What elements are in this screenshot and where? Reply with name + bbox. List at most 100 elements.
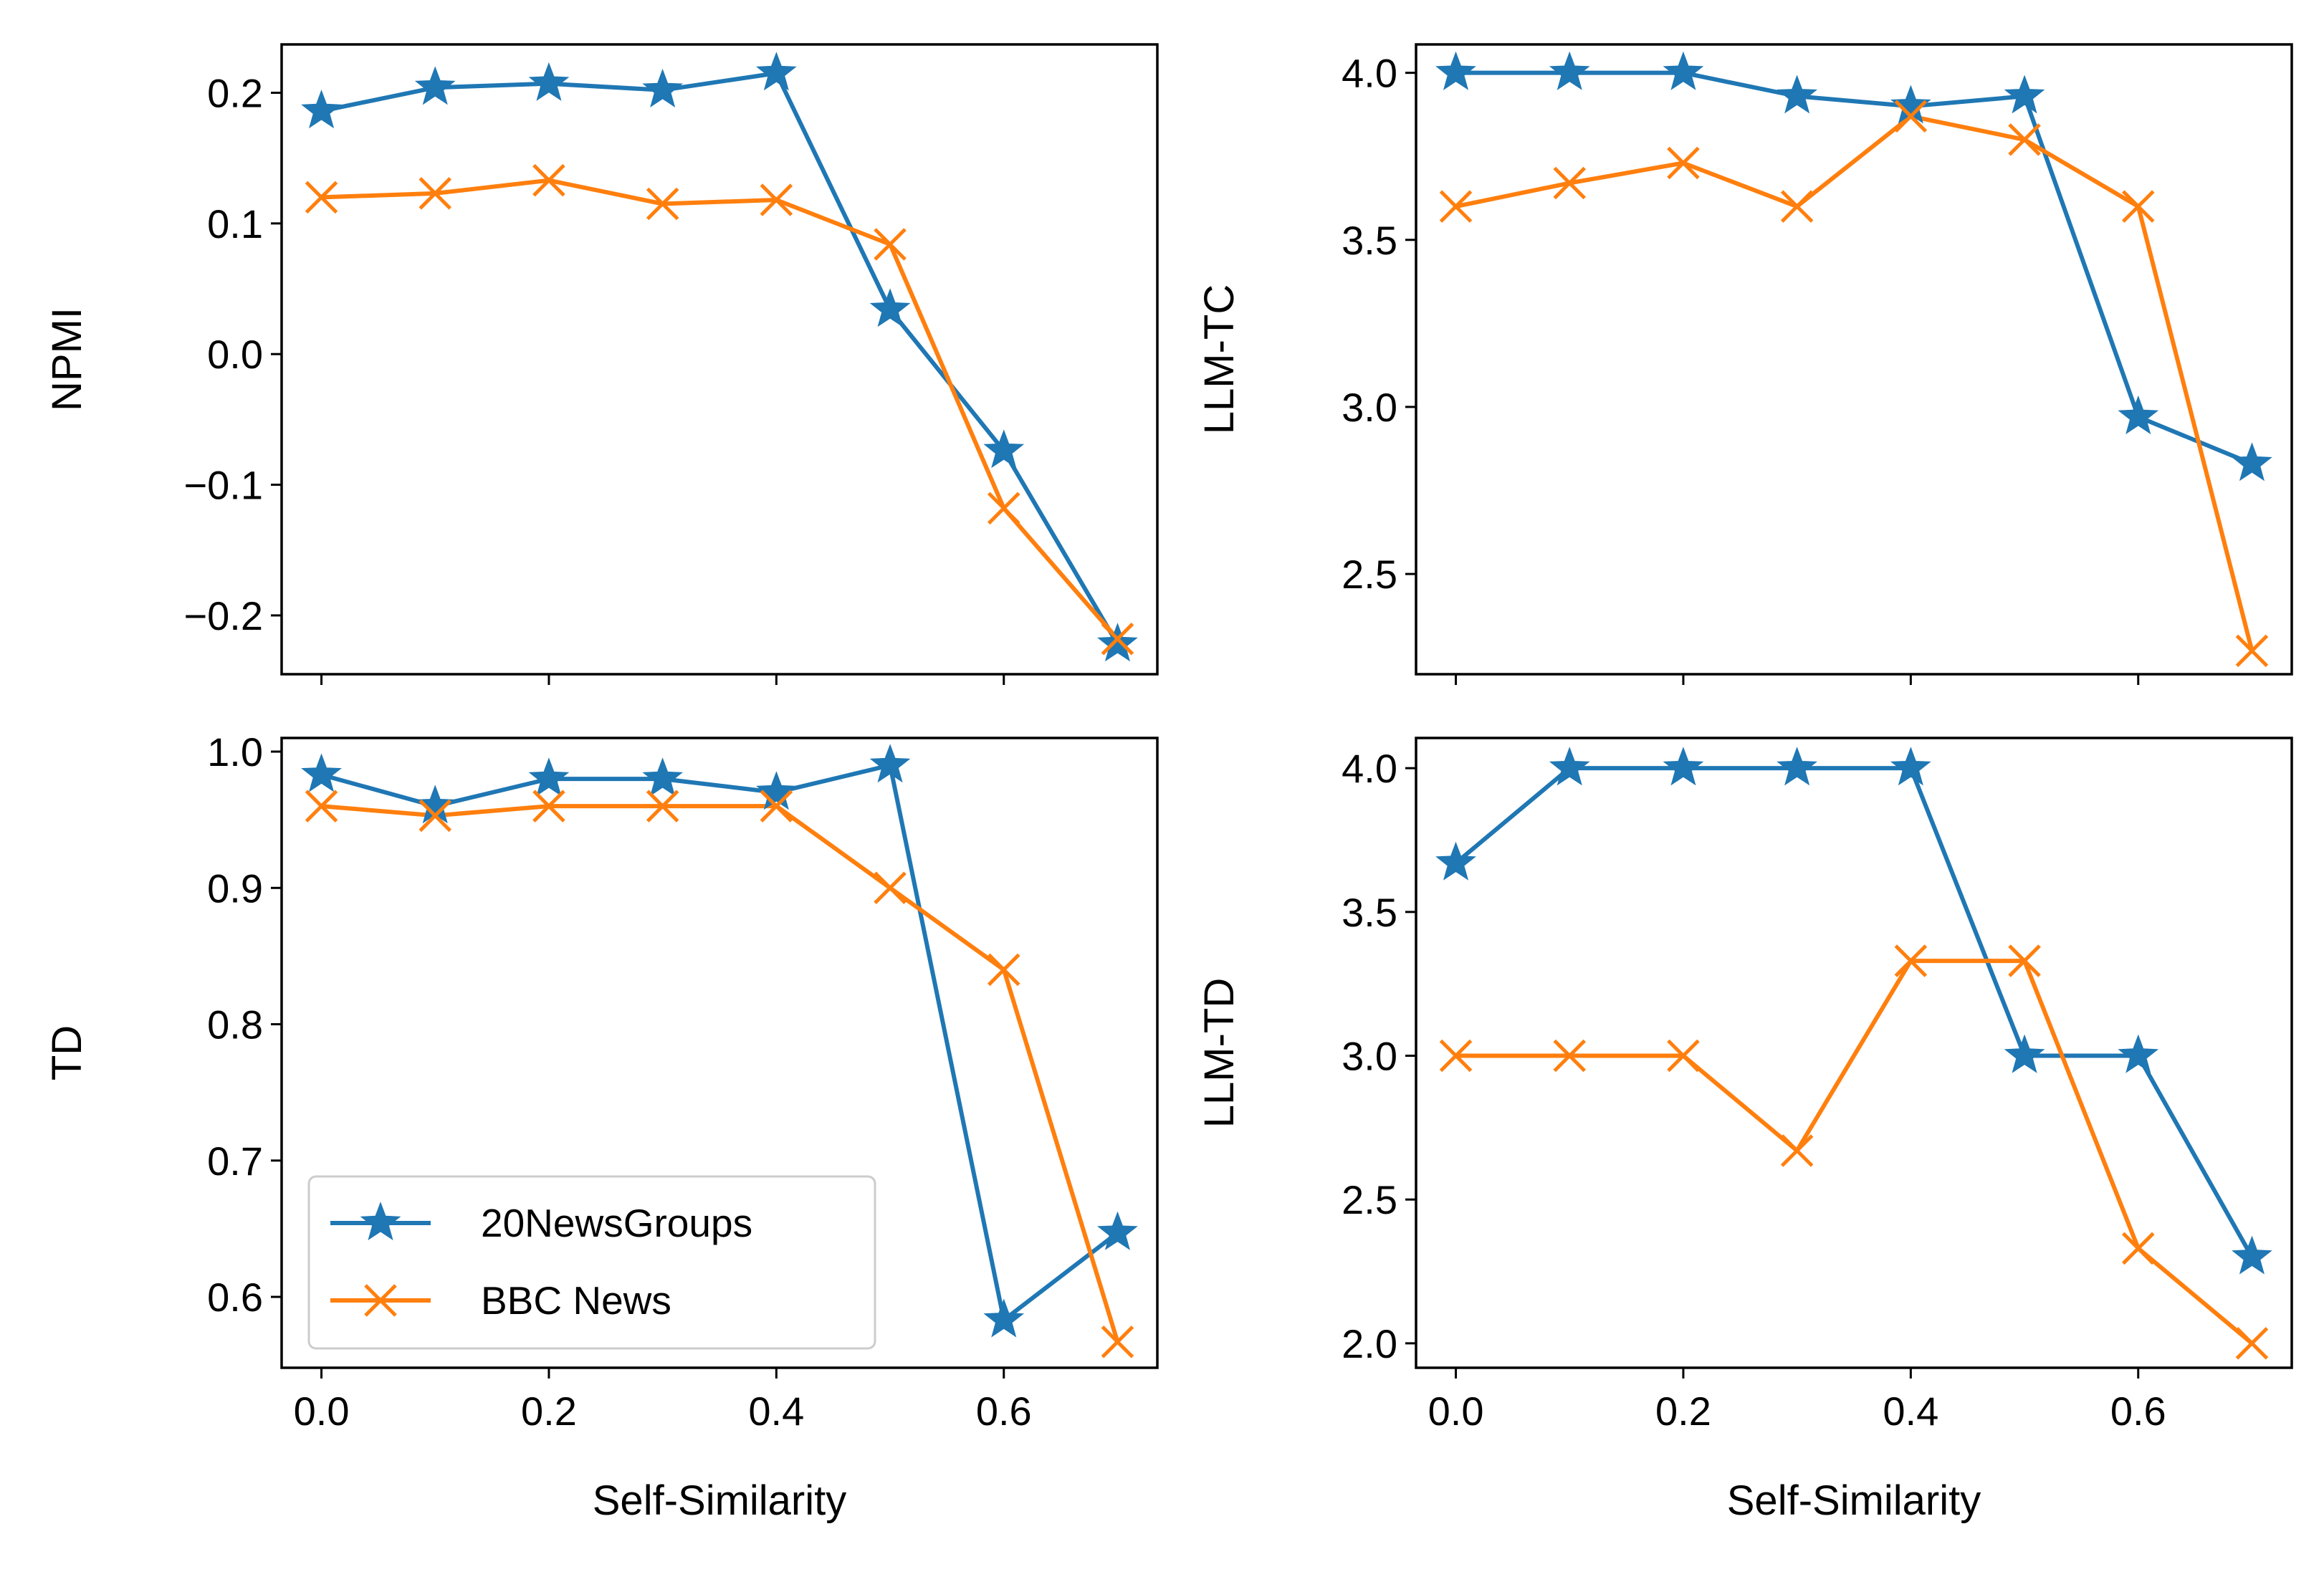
axes-frame [280,737,1159,1369]
data-point [2121,190,2155,223]
data-point [419,177,452,210]
data-point [2118,395,2159,435]
y-tick-label: 2.0 [1342,1321,1397,1366]
data-point [1894,944,1928,977]
y-axis-label: LLM-TD [1196,978,1243,1128]
data-point [2232,1235,2272,1275]
x-tick-label: 0.0 [294,1389,350,1434]
data-point [760,790,793,823]
data-point [646,187,679,221]
data-point [2118,1034,2159,1073]
data-point [2235,1327,2269,1360]
subplot-llm-td: 2.0 2.5 3.0 3.5 4.0 0.0 0.2 0.4 0.6 LLM-TD Self-Si… [1196,737,2293,1524]
y-tick-label: 3.5 [1342,890,1397,935]
data-point [869,288,911,327]
series-line-b [319,804,1120,1344]
x-axis-label: Self-Similarity [1727,1477,1981,1524]
series-line-a [319,763,1120,1323]
data-point [1667,1039,1700,1073]
y-tick-label: 0.7 [207,1138,263,1184]
y-tick-label: 0.0 [207,332,263,377]
data-point [1667,146,1700,180]
legend-label: 20NewsGroups [481,1201,752,1245]
y-tick-label: 4.0 [1342,746,1397,791]
axes-frame [280,43,1159,676]
x-tick-label: 0.2 [521,1389,577,1434]
data-point [987,492,1020,525]
data-point [1549,51,1590,90]
data-point [1777,747,1818,786]
data-point [1890,747,1931,786]
data-point [1663,747,1704,786]
data-point [528,757,570,797]
data-point [2232,442,2272,481]
data-point [869,744,911,783]
series-line-b [1453,959,2254,1346]
x-tick-label: 0.4 [748,1389,804,1434]
data-point [528,62,570,101]
data-point [2121,1232,2155,1265]
data-point [646,790,679,823]
data-point [532,790,565,823]
data-point [755,52,797,91]
legend-box [307,1175,876,1350]
data-point [987,953,1020,987]
x-tick-label: 0.6 [2110,1389,2166,1434]
data-point [2004,75,2045,114]
data-point [1097,623,1138,662]
data-point [301,753,342,792]
data-point [983,429,1025,469]
data-point [1439,1039,1473,1073]
series-line-b [319,178,1120,641]
data-point [1435,841,1476,881]
x-tick-label: 0.0 [1428,1389,1484,1434]
data-point [874,871,907,905]
data-point [760,183,793,216]
data-point [2008,944,2041,977]
legend: 20NewsGroups BBC News [307,1175,876,1350]
y-tick-label: 2.5 [1342,1177,1397,1222]
data-point [1780,190,1814,223]
y-tick-label: 3.0 [1342,385,1397,430]
subplot-llm-tc: 2.5 3.0 3.5 4.0 LLM-TC [1196,43,2293,685]
data-point [983,1298,1025,1338]
y-tick-label: −0.1 [183,463,263,508]
data-point [1553,1039,1587,1073]
x-tick-label: 0.2 [1655,1389,1711,1434]
axes-frame [1415,43,2293,676]
data-point [305,181,338,214]
y-tick-label: 0.8 [207,1002,263,1047]
data-point [2235,634,2269,668]
subplot-npmi: −0.2 −0.1 0.0 0.1 0.2 NPMI [44,43,1159,685]
y-tick-label: 1.0 [207,729,263,775]
data-point [1553,166,1587,200]
series-line-a [1453,766,2254,1260]
legend-label: BBC News [481,1278,671,1323]
data-point [642,68,684,108]
legend-marker [364,1284,397,1317]
data-point [1439,190,1473,223]
data-point [755,771,797,810]
data-point [1549,747,1590,786]
data-point [305,790,338,823]
series-line-b [1453,114,2254,653]
data-point [1777,75,1818,114]
data-point [2008,123,2041,156]
data-point [1435,51,1476,90]
series-line-a [1453,70,2254,466]
y-tick-label: 3.5 [1342,218,1397,263]
y-tick-label: 0.2 [207,70,263,115]
subplot-td: 0.6 0.7 0.8 0.9 1.0 0.0 0.2 0.4 0.6 TD Self-Simila… [44,729,1159,1524]
series-line-a [319,71,1120,647]
data-point [532,163,565,197]
axes-frame [1415,737,2293,1369]
data-point [1780,1134,1814,1167]
data-point [874,228,907,261]
y-tick-label: −0.2 [183,593,263,638]
data-point [1894,100,1928,133]
y-tick-label: 0.9 [207,866,263,911]
y-axis-label: NPMI [44,307,90,411]
data-point [1097,1211,1138,1250]
data-point [414,66,456,105]
y-tick-label: 3.0 [1342,1034,1397,1079]
